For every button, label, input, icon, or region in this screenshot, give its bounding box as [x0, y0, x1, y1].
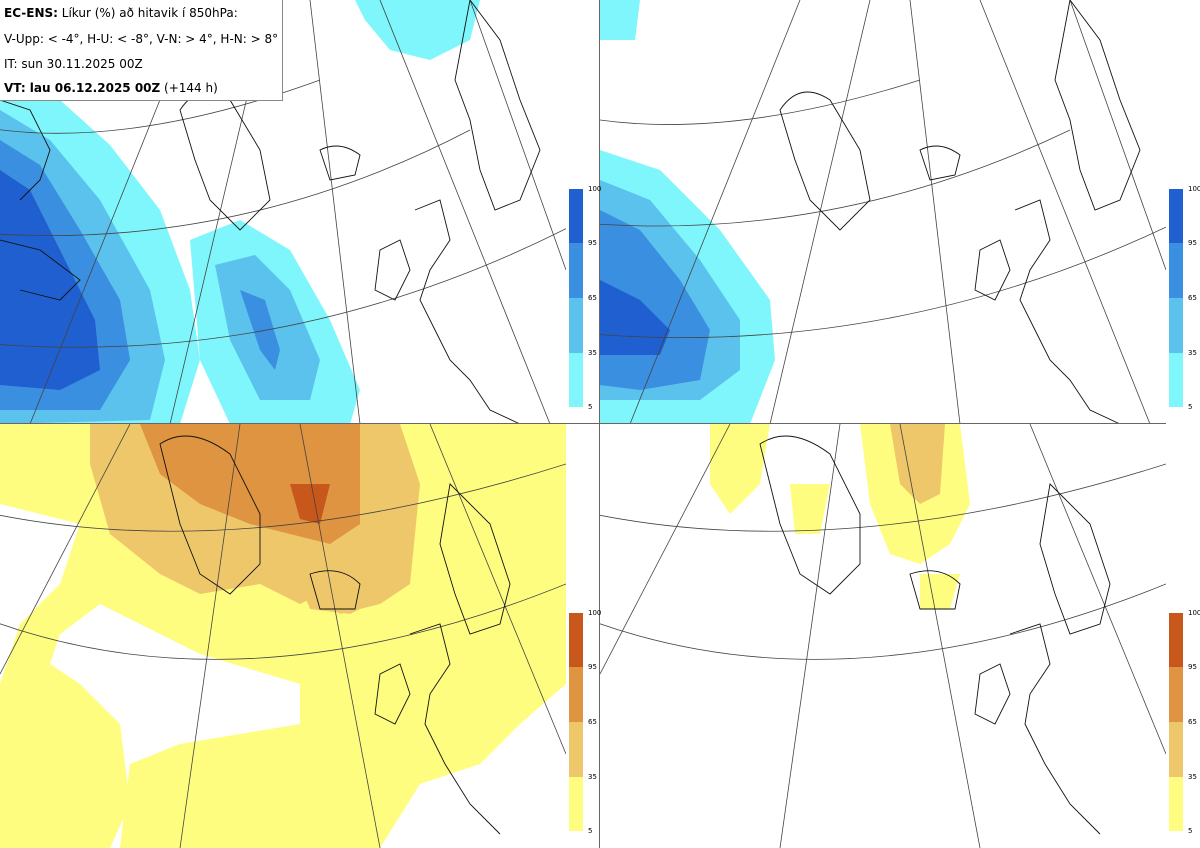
- probability-map-cold-extreme: [600, 0, 1166, 424]
- colorbar-tick-label: 100: [1188, 185, 1200, 193]
- colorbar-segment: [569, 298, 583, 353]
- colorbar-cold-left: 100 95 65 35 5: [569, 185, 601, 411]
- colorbar-tick-label: 5: [1188, 403, 1193, 411]
- colorbar-tick-label: 95: [588, 239, 597, 247]
- colorbar-tick-label: 95: [1188, 663, 1197, 671]
- probability-map-cold-strong: [0, 0, 566, 424]
- probability-map-warm-strong: [0, 424, 566, 848]
- map-panel-bottom-right: [600, 424, 1166, 848]
- legend-valid-time-bold: VT: lau 06.12.2025 00Z: [4, 81, 161, 95]
- colorbar-segment: [569, 722, 583, 777]
- map-legend: EC-ENS: Líkur (%) að hitavik í 850hPa: V…: [0, 0, 283, 101]
- colorbar-segment: [1169, 353, 1183, 407]
- colorbar-segment: [1169, 243, 1183, 298]
- colorbar-tick-label: 65: [588, 294, 597, 302]
- colorbar-segment: [569, 613, 583, 667]
- colorbar-warm-right: 100 95 65 35 5: [1169, 609, 1200, 835]
- colorbar-segment: [1169, 667, 1183, 722]
- colorbar-segment: [1169, 298, 1183, 353]
- colorbar-segment: [569, 189, 583, 243]
- colorbar-tick-label: 35: [1188, 349, 1197, 357]
- colorbar-tick-label: 35: [1188, 773, 1197, 781]
- colorbar-tick-label: 35: [588, 773, 597, 781]
- legend-title: EC-ENS: Líkur (%) að hitavik í 850hPa:: [4, 6, 238, 20]
- colorbar-segment: [569, 667, 583, 722]
- map-panel-top-right: [600, 0, 1166, 424]
- colorbar-tick-label: 100: [1188, 609, 1200, 617]
- colorbar-tick-label: 95: [1188, 239, 1197, 247]
- legend-valid-time: VT: lau 06.12.2025 00Z (+144 h): [4, 81, 218, 95]
- probability-map-warm-extreme: [600, 424, 1166, 848]
- colorbar-tick-label: 100: [588, 609, 602, 617]
- colorbar-warm-left: 100 95 65 35 5: [569, 609, 601, 835]
- colorbar-tick-label: 35: [588, 349, 597, 357]
- colorbar-segment: [1169, 189, 1183, 243]
- panel-separator-vertical: [599, 0, 600, 848]
- legend-init-time: IT: sun 30.11.2025 00Z: [4, 57, 143, 71]
- legend-description: Líkur (%) að hitavik í 850hPa:: [57, 6, 238, 20]
- colorbar-tick-label: 65: [1188, 294, 1197, 302]
- colorbar-segment: [1169, 777, 1183, 831]
- colorbar-tick-label: 100: [588, 185, 602, 193]
- colorbar-segment: [1169, 613, 1183, 667]
- colorbar-tick-label: 5: [1188, 827, 1193, 835]
- map-panel-top-left: [0, 0, 566, 424]
- panel-separator-horizontal: [0, 423, 1166, 424]
- colorbar-segment: [1169, 722, 1183, 777]
- map-panel-bottom-left: [0, 424, 566, 848]
- colorbar-segment: [569, 243, 583, 298]
- colorbar-segment: [569, 353, 583, 407]
- colorbar-tick-label: 95: [588, 663, 597, 671]
- colorbar-tick-label: 5: [588, 827, 593, 835]
- legend-lead-time: (+144 h): [160, 81, 218, 95]
- colorbar-tick-label: 5: [588, 403, 593, 411]
- legend-model-name: EC-ENS:: [4, 6, 58, 20]
- colorbar-segment: [569, 777, 583, 831]
- colorbar-cold-right: 100 95 65 35 5: [1169, 185, 1200, 411]
- colorbar-tick-label: 65: [588, 718, 597, 726]
- colorbar-tick-label: 65: [1188, 718, 1197, 726]
- legend-thresholds: V-Upp: < -4°, H-U: < -8°, V-N: > 4°, H-N…: [4, 32, 279, 46]
